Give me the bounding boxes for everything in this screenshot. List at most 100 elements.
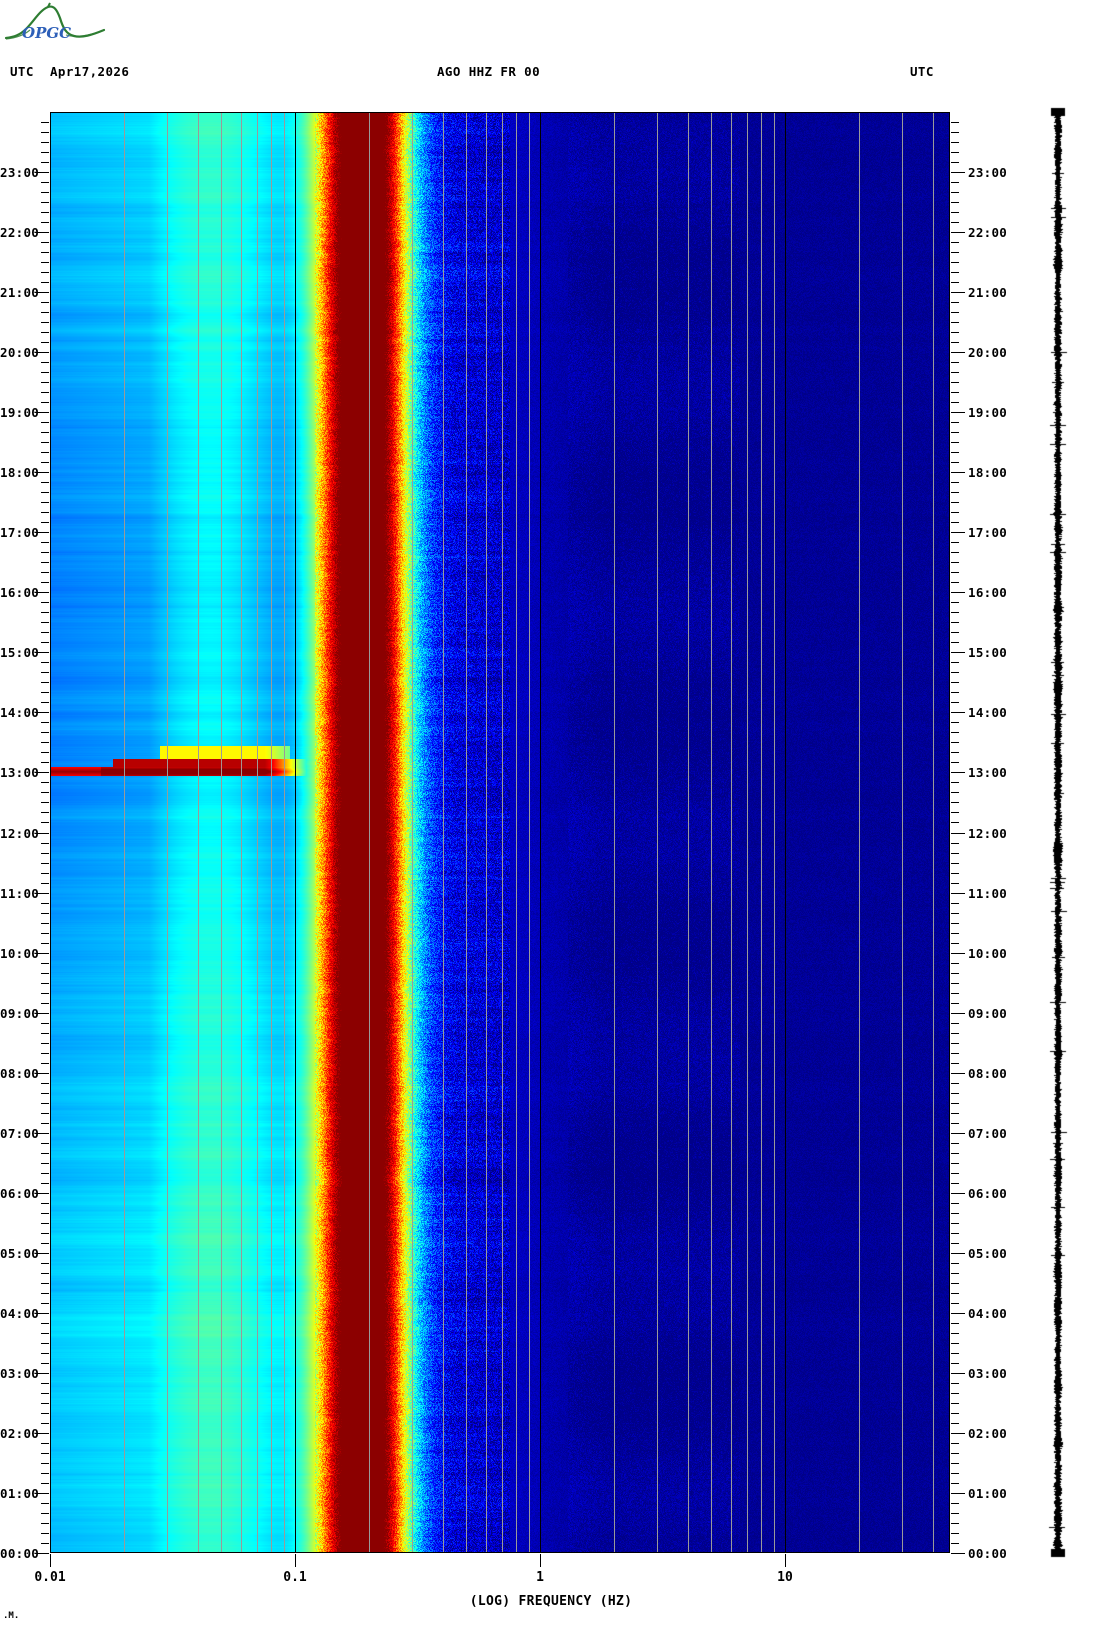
freq-tick <box>540 1554 541 1567</box>
tick-minor <box>951 802 959 803</box>
time-tick-label: 18:00 <box>968 465 1008 480</box>
tick-minor <box>41 1533 49 1534</box>
tick-minor <box>41 1023 49 1024</box>
time-tick-label: 09:00 <box>0 1006 40 1021</box>
tick-minor <box>951 1353 959 1354</box>
tick-minor <box>951 1033 959 1034</box>
tick-minor <box>41 873 49 874</box>
tick-minor <box>951 582 959 583</box>
tick-minor <box>951 702 959 703</box>
time-tick-label: 18:00 <box>0 465 40 480</box>
tick-major <box>951 532 965 533</box>
tick-major <box>951 652 965 653</box>
tick-minor <box>41 1173 49 1174</box>
time-tick-label: 11:00 <box>968 886 1008 901</box>
time-tick-label: 07:00 <box>0 1126 40 1141</box>
tick-minor <box>951 1143 959 1144</box>
tick-minor <box>41 362 49 363</box>
time-tick-label: 00:00 <box>968 1546 1008 1561</box>
tick-minor <box>41 1223 49 1224</box>
tick-minor <box>951 1123 959 1124</box>
tick-minor <box>41 812 49 813</box>
tick-minor <box>951 362 959 363</box>
tick-major <box>35 652 49 653</box>
tick-minor <box>951 1113 959 1114</box>
time-tick-label: 00:00 <box>0 1546 40 1561</box>
tick-minor <box>951 943 959 944</box>
tick-major <box>35 412 49 413</box>
tick-minor <box>951 762 959 763</box>
time-tick-label: 11:00 <box>0 886 40 901</box>
tick-minor <box>951 1453 959 1454</box>
freq-tick-label: 0.01 <box>34 1570 66 1585</box>
tick-minor <box>951 602 959 603</box>
tick-minor <box>41 1293 49 1294</box>
tick-minor <box>951 1093 959 1094</box>
tick-minor <box>951 1463 959 1464</box>
tick-minor <box>951 1243 959 1244</box>
tick-minor <box>951 202 959 203</box>
tick-minor <box>41 1033 49 1034</box>
tick-minor <box>41 1183 49 1184</box>
tick-minor <box>951 522 959 523</box>
tick-minor <box>41 192 49 193</box>
tick-minor <box>951 662 959 663</box>
tick-minor <box>951 873 959 874</box>
tick-minor <box>951 1183 959 1184</box>
tick-minor <box>951 1083 959 1084</box>
freq-tick <box>295 1554 296 1567</box>
tick-minor <box>951 1203 959 1204</box>
tick-major <box>35 772 49 773</box>
tick-minor <box>41 1043 49 1044</box>
tick-minor <box>41 372 49 373</box>
time-tick-label: 04:00 <box>0 1306 40 1321</box>
tick-major <box>35 833 49 834</box>
tick-minor <box>41 642 49 643</box>
tick-minor <box>41 132 49 133</box>
time-tick-label: 16:00 <box>0 585 40 600</box>
tick-minor <box>951 933 959 934</box>
tick-minor <box>41 943 49 944</box>
tick-minor <box>41 1003 49 1004</box>
tick-minor <box>41 442 49 443</box>
tick-major <box>35 712 49 713</box>
tick-minor <box>951 1543 959 1544</box>
tick-major <box>35 1493 49 1494</box>
tick-minor <box>41 1153 49 1154</box>
tick-minor <box>41 582 49 583</box>
tick-minor <box>41 492 49 493</box>
time-tick-label: 17:00 <box>0 525 40 540</box>
tick-minor <box>41 452 49 453</box>
tick-minor <box>41 802 49 803</box>
tick-minor <box>41 722 49 723</box>
tick-minor <box>951 382 959 383</box>
tick-minor <box>41 1523 49 1524</box>
tick-minor <box>951 672 959 673</box>
tick-minor <box>41 1503 49 1504</box>
tick-minor <box>951 682 959 683</box>
tick-major <box>35 893 49 894</box>
spectrogram-canvas <box>50 112 950 1553</box>
tick-minor <box>41 702 49 703</box>
tick-minor <box>951 342 959 343</box>
tick-minor <box>951 1053 959 1054</box>
xaxis-title: (LOG) FREQUENCY (HZ) <box>469 1594 633 1609</box>
tick-major <box>951 1133 965 1134</box>
tick-minor <box>41 222 49 223</box>
tick-minor <box>951 282 959 283</box>
tick-minor <box>951 692 959 693</box>
tick-minor <box>41 1123 49 1124</box>
tick-major <box>951 352 965 353</box>
tick-minor <box>951 1513 959 1514</box>
tick-major <box>951 953 965 954</box>
tick-minor <box>951 132 959 133</box>
tick-minor <box>951 973 959 974</box>
tick-minor <box>951 302 959 303</box>
tick-minor <box>951 863 959 864</box>
tick-minor <box>951 1443 959 1444</box>
tick-minor <box>41 382 49 383</box>
tick-minor <box>951 1163 959 1164</box>
tick-minor <box>951 1283 959 1284</box>
time-tick-label: 10:00 <box>0 946 40 961</box>
